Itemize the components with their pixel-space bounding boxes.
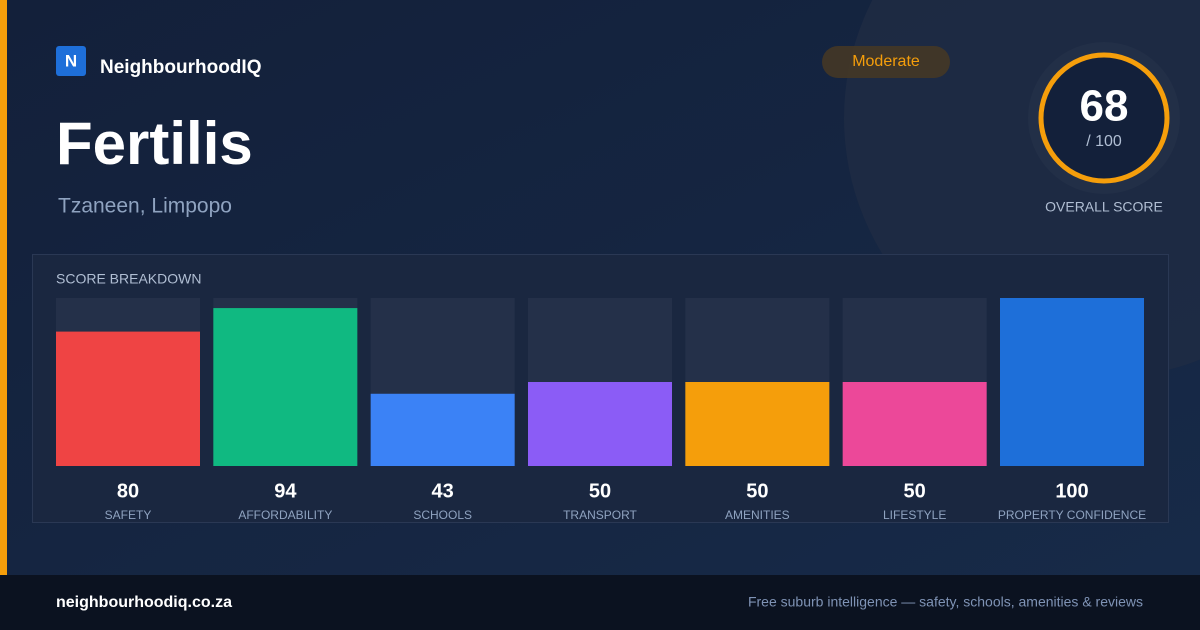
location: Tzaneen, Limpopo bbox=[58, 195, 232, 218]
score-ring bbox=[1038, 52, 1170, 184]
overall-score: 68 bbox=[1080, 82, 1129, 131]
bar bbox=[370, 393, 515, 466]
bar bbox=[685, 382, 830, 466]
footer-tagline: Free suburb intelligence — safety, schoo… bbox=[748, 594, 1143, 610]
category-label: PROPERTY CONFIDENCE bbox=[998, 508, 1146, 522]
category-label: TRANSPORT bbox=[563, 508, 637, 522]
bar bbox=[56, 331, 200, 466]
bar bbox=[842, 382, 987, 466]
value-label: 100 bbox=[1055, 480, 1088, 502]
logo bbox=[56, 46, 86, 76]
brand: NeighbourhoodIQ bbox=[100, 57, 261, 78]
rating: Moderate bbox=[852, 53, 920, 70]
value-label: 50 bbox=[589, 480, 611, 502]
category-label: AFFORDABILITY bbox=[238, 508, 332, 522]
bar bbox=[1000, 298, 1144, 466]
category-label: AMENITIES bbox=[725, 508, 790, 522]
bar bbox=[213, 308, 358, 466]
value-label: 43 bbox=[432, 480, 454, 502]
category-label: SCHOOLS bbox=[413, 508, 472, 522]
logo-letter: N bbox=[65, 51, 77, 70]
title: Fertilis bbox=[56, 110, 253, 177]
accent-strip bbox=[0, 0, 7, 575]
value-label: 80 bbox=[117, 480, 139, 502]
category-label: SAFETY bbox=[105, 508, 152, 522]
category-label: LIFESTYLE bbox=[883, 508, 946, 522]
value-label: 50 bbox=[746, 480, 768, 502]
chart-title: SCORE BREAKDOWN bbox=[56, 271, 201, 287]
footer-site: neighbourhoodiq.co.za bbox=[56, 594, 232, 611]
overall-label: OVERALL SCORE bbox=[1045, 199, 1163, 215]
value-label: 94 bbox=[274, 480, 297, 502]
value-label: 50 bbox=[904, 480, 926, 502]
rating-pill bbox=[822, 46, 950, 78]
overall-out-of: / 100 bbox=[1086, 133, 1122, 150]
bar bbox=[528, 382, 672, 466]
